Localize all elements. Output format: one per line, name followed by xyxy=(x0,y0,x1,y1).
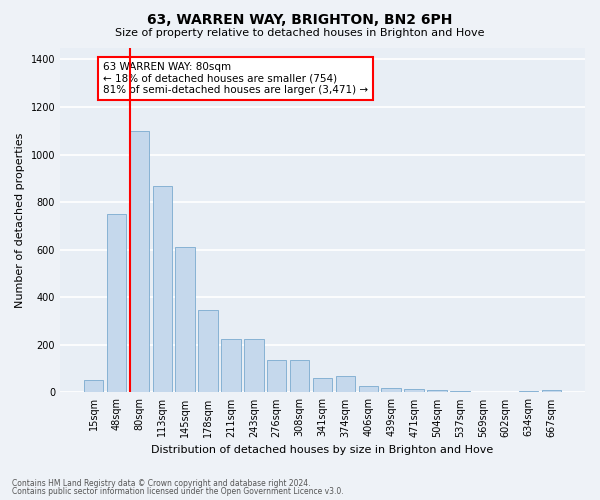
Bar xyxy=(519,391,538,392)
Bar xyxy=(221,339,241,392)
Text: Contains public sector information licensed under the Open Government Licence v3: Contains public sector information licen… xyxy=(12,487,344,496)
Bar xyxy=(335,376,355,392)
Bar xyxy=(313,378,332,392)
Bar xyxy=(542,390,561,392)
Bar xyxy=(130,131,149,392)
Bar xyxy=(382,388,401,392)
Bar xyxy=(107,214,126,392)
Bar xyxy=(427,390,446,392)
Bar xyxy=(84,380,103,392)
Text: 63 WARREN WAY: 80sqm
← 18% of detached houses are smaller (754)
81% of semi-deta: 63 WARREN WAY: 80sqm ← 18% of detached h… xyxy=(103,62,368,95)
Y-axis label: Number of detached properties: Number of detached properties xyxy=(15,132,25,308)
Bar xyxy=(175,247,195,392)
Bar xyxy=(450,391,470,392)
Text: Size of property relative to detached houses in Brighton and Hove: Size of property relative to detached ho… xyxy=(115,28,485,38)
Bar xyxy=(359,386,378,392)
Bar xyxy=(404,389,424,392)
Bar xyxy=(152,186,172,392)
Bar xyxy=(267,360,286,392)
Bar xyxy=(199,310,218,392)
X-axis label: Distribution of detached houses by size in Brighton and Hove: Distribution of detached houses by size … xyxy=(151,445,494,455)
Text: 63, WARREN WAY, BRIGHTON, BN2 6PH: 63, WARREN WAY, BRIGHTON, BN2 6PH xyxy=(148,12,452,26)
Bar xyxy=(244,339,263,392)
Bar xyxy=(290,360,310,392)
Text: Contains HM Land Registry data © Crown copyright and database right 2024.: Contains HM Land Registry data © Crown c… xyxy=(12,478,311,488)
